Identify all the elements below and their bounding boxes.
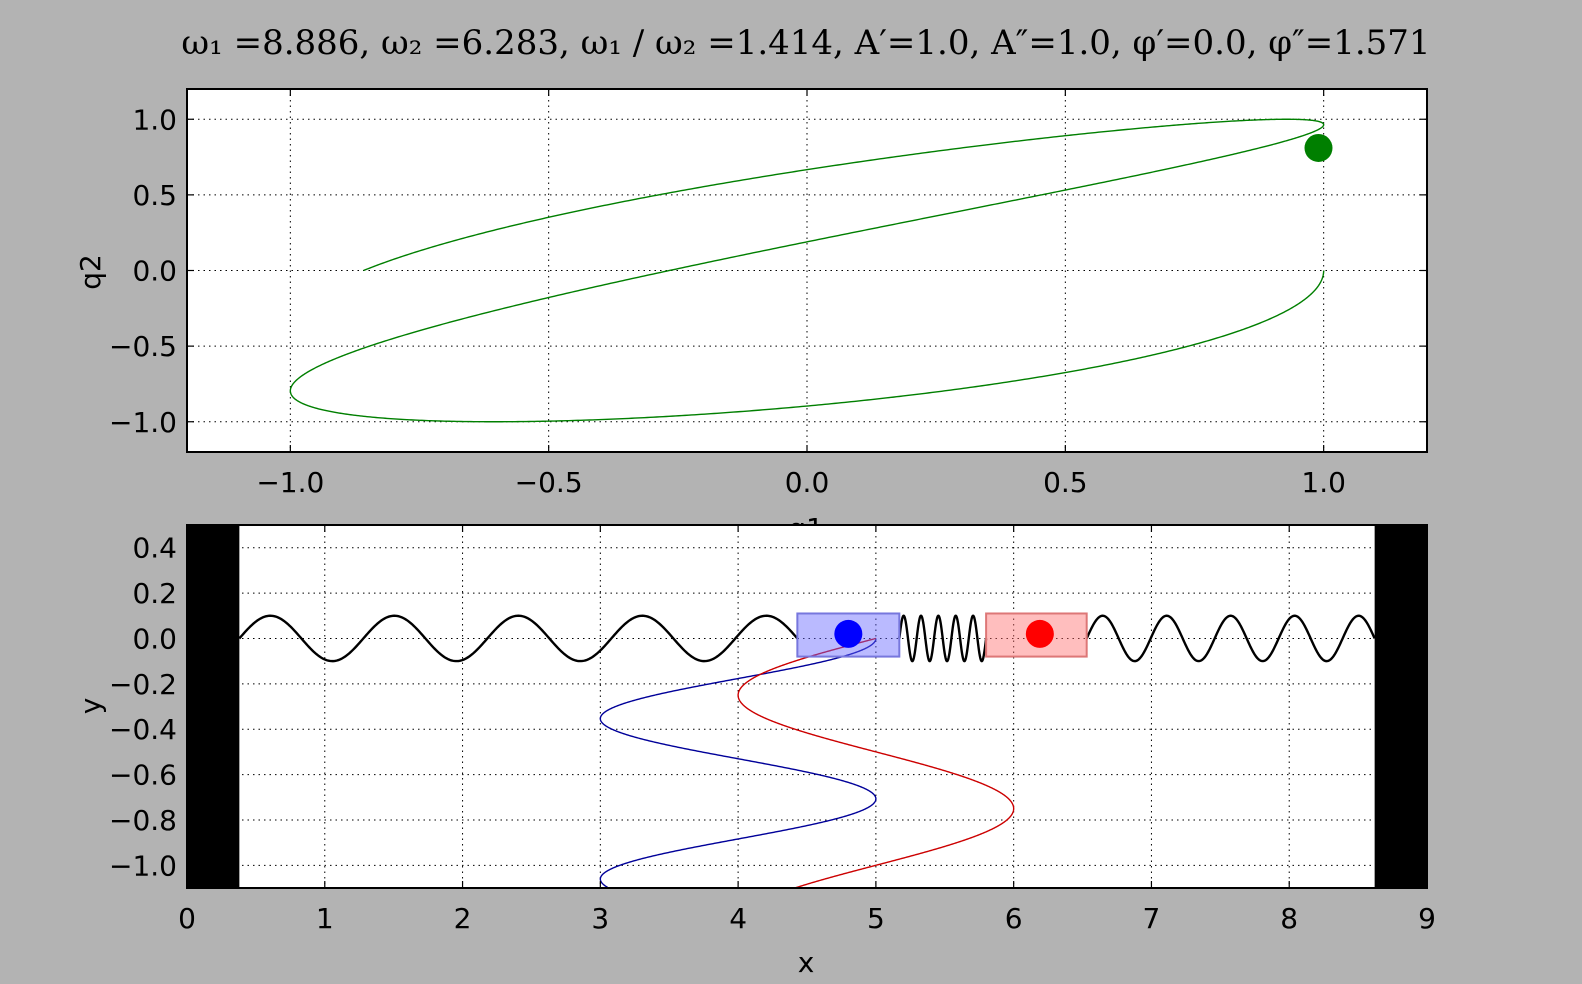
mass1-trace-line <box>599 638 877 889</box>
phase-position-marker <box>1304 133 1333 162</box>
mass-xtick-label: 4 <box>729 902 747 935</box>
spring-1 <box>238 614 799 663</box>
phase-ytick-label: 1.0 <box>132 103 177 136</box>
springs <box>238 614 1376 663</box>
phase-plot-ylabel: q2 <box>74 254 107 290</box>
phase-plot-ticks: −1.0 −0.5 0.0 0.5 1.0 1.0 0.5 0.0 −0.5 −1.0 <box>109 89 1427 499</box>
mass-xtick-label: 9 <box>1418 902 1436 935</box>
mass-traces <box>599 637 1015 889</box>
phase-ytick-label: −1.0 <box>109 406 177 439</box>
mass-ytick-label: 0.4 <box>132 532 177 565</box>
phase-plot-axes: −1.0−0.50.00.51.01.00.50.0−0.5−1.0 q2 q1 <box>74 88 1428 545</box>
phase-plot-frame <box>186 88 1428 453</box>
mass-ytick-label: −0.8 <box>109 804 177 837</box>
mass-ytick-label: 0.2 <box>132 577 177 610</box>
spring-3 <box>1085 614 1376 663</box>
mass-xtick-label: 6 <box>1005 902 1023 935</box>
mass-xtick-label: 0 <box>178 902 196 935</box>
mass-ytick-label: 0.0 <box>132 622 177 655</box>
phase-xtick-label: 0.0 <box>785 466 830 499</box>
phase-xtick-label: −0.5 <box>515 466 583 499</box>
mass-xtick-label: 5 <box>867 902 885 935</box>
phase-ytick-label: 0.0 <box>132 255 177 288</box>
phase-xtick-label: −1.0 <box>256 466 324 499</box>
mass-spring-ylabel: y <box>74 698 107 715</box>
mass-ytick-label: −0.4 <box>109 713 177 746</box>
mass-ytick-label: −0.2 <box>109 668 177 701</box>
mass-1-marker <box>834 619 863 648</box>
mass-spring-axes: 0 1 2 3 4 5 6 7 8 90.40.20.0−0.2−0.4−0.6−0.8−1.0 … <box>74 524 1436 979</box>
mass2-trace-line <box>737 637 1015 889</box>
phase-trajectory-line <box>289 118 1325 423</box>
mass-xtick-label: 7 <box>1143 902 1161 935</box>
mass-spring-frame <box>186 524 1428 889</box>
left-wall <box>187 525 240 888</box>
phase-xtick-label: 0.5 <box>1043 466 1088 499</box>
mass-xtick-label: 3 <box>591 902 609 935</box>
phase-xtick-label: 1.0 <box>1301 466 1346 499</box>
mass-xtick-label: 8 <box>1280 902 1298 935</box>
mass-spring-background <box>187 525 1427 888</box>
figure-title: ω₁ =8.886, ω₂ =6.283, ω₁ / ω₂ =1.414, A′… <box>181 23 1430 63</box>
mass-xtick-label: 1 <box>316 902 334 935</box>
spring-2 <box>898 614 988 663</box>
mass-ytick-label: −1.0 <box>109 849 177 882</box>
mass-ytick-label: −0.6 <box>109 759 177 792</box>
mass-2-marker <box>1025 619 1054 648</box>
mass-spring-xlabel: x <box>798 946 815 979</box>
right-wall <box>1374 525 1427 888</box>
walls <box>187 525 1427 888</box>
phase-ytick-label: 0.5 <box>132 179 177 212</box>
masses <box>796 612 1088 658</box>
mass-xtick-label: 2 <box>454 902 472 935</box>
mass-spring-ticks: 0 1 2 3 4 5 6 7 8 9 0.4 0.2 0.0 −0.2 −0.4 −0.6 −0.8 −1.0 <box>109 525 1436 935</box>
phase-ytick-label: −0.5 <box>109 330 177 363</box>
